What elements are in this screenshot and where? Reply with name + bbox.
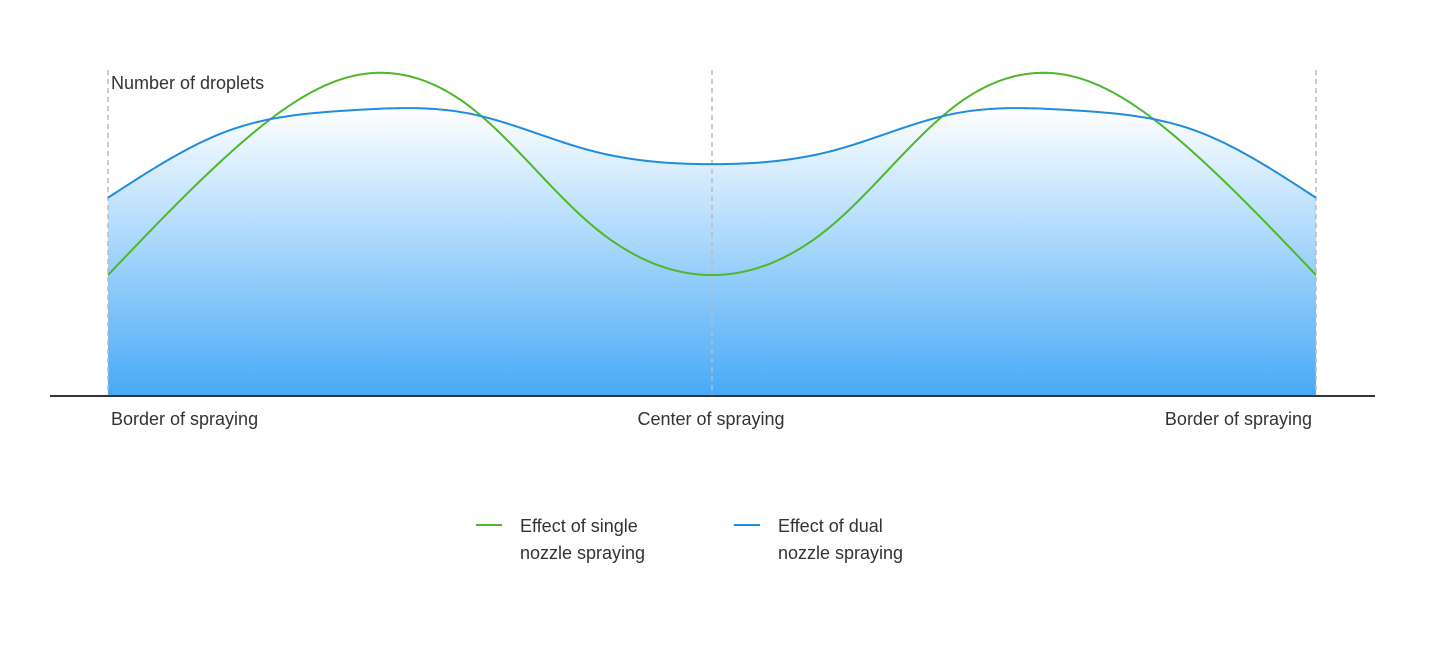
legend-item-single-nozzle: Effect of single nozzle spraying [476,513,660,567]
legend-swatch-dual [734,524,760,526]
series-lines [107,71,1317,277]
dual-nozzle-series-line [107,107,1317,199]
x-tick-label-right-border: Border of spraying [1164,409,1312,429]
legend-label-single: Effect of single nozzle spraying [520,516,646,563]
x-tick-label-left-border: Border of spraying [111,409,259,429]
legend-swatch-single [476,524,502,526]
legend-label-dual: Effect of dual nozzle spraying [778,516,904,563]
x-tick-label-center: Center of spraying [637,409,785,429]
legend-item-dual-nozzle: Effect of dual nozzle spraying [734,513,918,567]
y-axis-label: Number of droplets [111,73,265,93]
single-nozzle-series-line [107,71,1317,277]
reference-lines [107,70,1317,396]
